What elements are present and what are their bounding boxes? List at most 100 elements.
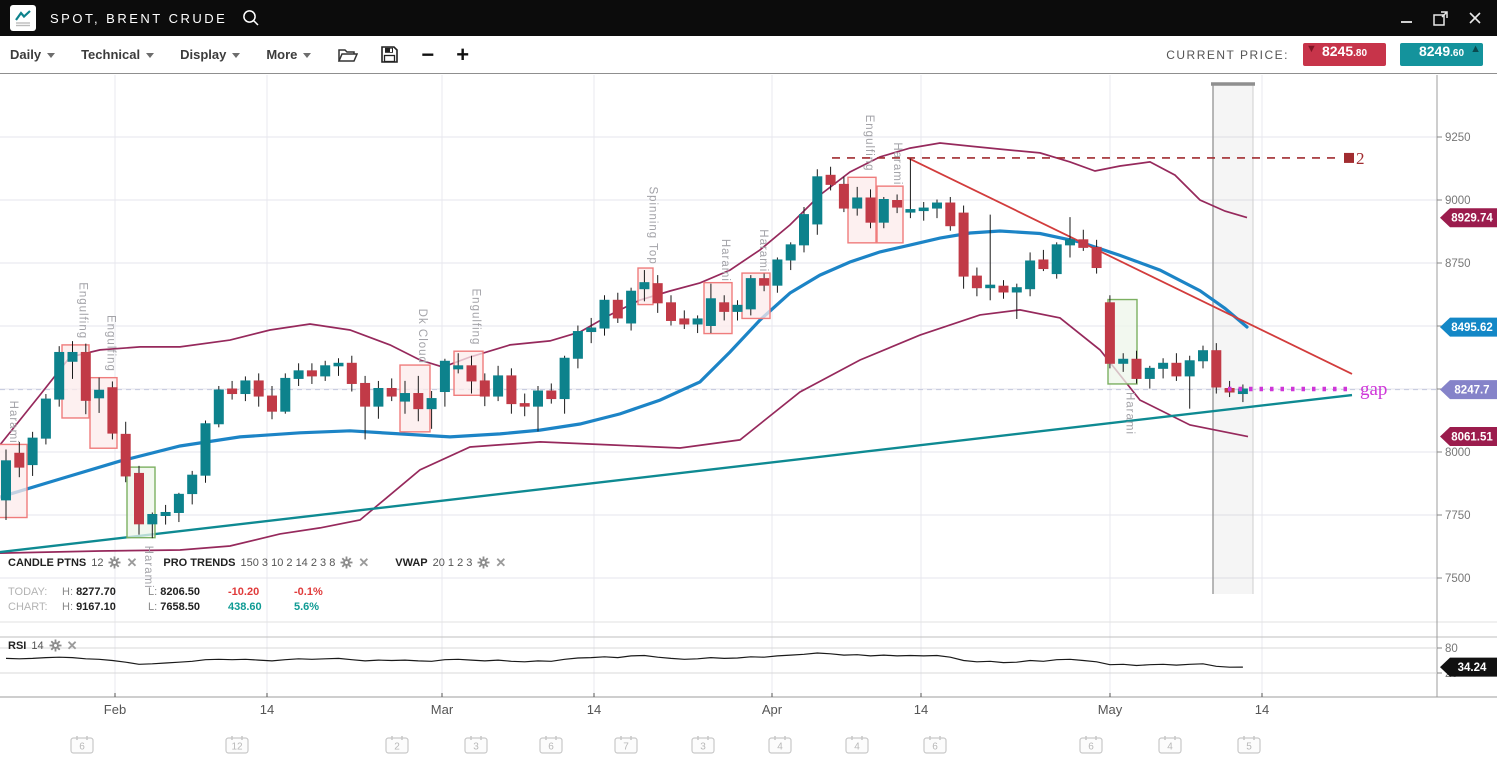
candle-body-bear[interactable] <box>14 452 25 468</box>
candle-body-bear[interactable] <box>120 433 131 477</box>
candle-body-bear[interactable] <box>386 387 397 397</box>
close-study-icon[interactable]: ✕ <box>358 555 370 570</box>
candle-body-bull[interactable] <box>94 389 105 399</box>
close-study-icon[interactable]: ✕ <box>495 555 507 570</box>
calendar-icon[interactable] <box>225 737 249 754</box>
calendar-icon[interactable] <box>923 737 947 754</box>
candle-body-bull[interactable] <box>812 176 823 225</box>
calendar-icon[interactable] <box>691 737 715 754</box>
calendar-icon[interactable] <box>385 737 409 754</box>
zoom-in-button[interactable]: + <box>456 41 470 67</box>
candle-body-bear[interactable] <box>479 380 490 397</box>
candle-body-bull[interactable] <box>453 365 464 370</box>
candle-body-bull[interactable] <box>572 331 583 359</box>
candle-body-bull[interactable] <box>147 513 158 525</box>
candle-body-bull[interactable] <box>799 214 809 246</box>
candle-body-bear[interactable] <box>825 174 836 185</box>
open-folder-icon[interactable] <box>337 46 359 64</box>
candle-body-bull[interactable] <box>400 393 410 402</box>
candle-body-bull[interactable] <box>173 493 184 513</box>
candle-body-bear[interactable] <box>1038 259 1049 270</box>
candle-body-bull[interactable] <box>852 197 863 209</box>
candle-body-bull[interactable] <box>705 298 716 326</box>
candle-body-bull[interactable] <box>293 370 304 379</box>
candle-body-bear[interactable] <box>945 202 956 227</box>
candle-body-bull[interactable] <box>1065 239 1075 246</box>
gear-icon[interactable] <box>49 639 62 652</box>
candle-body-bear[interactable] <box>1131 358 1142 379</box>
candle-body-bull[interactable] <box>40 398 51 439</box>
candle-body-bull[interactable] <box>1237 388 1248 395</box>
candle-body-bull[interactable] <box>1184 360 1195 377</box>
candle-body-bear[interactable] <box>719 302 730 312</box>
candle-body-bull[interactable] <box>639 282 650 290</box>
candle-body-bull[interactable] <box>426 398 437 410</box>
target-marker-square[interactable] <box>1344 152 1354 163</box>
candle-body-bull[interactable] <box>772 259 783 286</box>
calendar-icon[interactable] <box>539 737 563 754</box>
candle-body-bear[interactable] <box>466 365 477 382</box>
candle-body-bear[interactable] <box>80 351 91 401</box>
candle-body-bear[interactable] <box>360 382 371 407</box>
candle-body-bull[interactable] <box>1051 244 1062 275</box>
candle-body-bull[interactable] <box>54 351 65 400</box>
gear-icon[interactable] <box>340 556 353 569</box>
candle-body-bull[interactable] <box>586 327 597 333</box>
gear-icon[interactable] <box>477 556 490 569</box>
candle-body-bear[interactable] <box>506 375 517 405</box>
candle-body-bear[interactable] <box>958 212 969 277</box>
calendar-icon[interactable] <box>1237 737 1261 754</box>
candle-body-bull[interactable] <box>918 207 929 212</box>
candle-body-bear[interactable] <box>519 403 530 407</box>
candle-body-bull[interactable] <box>1 460 11 501</box>
calendar-icon[interactable] <box>768 737 792 754</box>
candle-body-bull[interactable] <box>1158 362 1169 369</box>
candle-body-bull[interactable] <box>559 357 570 400</box>
candle-body-bull[interactable] <box>333 362 344 367</box>
calendar-icon[interactable] <box>1079 737 1103 754</box>
candle-body-bull[interactable] <box>599 299 610 329</box>
calendar-icon[interactable] <box>845 737 869 754</box>
candle-body-bull[interactable] <box>280 377 291 412</box>
menu-more[interactable]: More <box>266 47 312 62</box>
projection-region[interactable] <box>1213 84 1253 594</box>
candle-body-bull[interactable] <box>200 423 211 476</box>
search-icon[interactable] <box>241 8 261 28</box>
candle-body-bear[interactable] <box>253 380 264 397</box>
candle-body-bull[interactable] <box>985 284 996 289</box>
candle-body-bear[interactable] <box>1171 362 1182 377</box>
menu-display[interactable]: Display <box>180 47 241 62</box>
candle-body-bull[interactable] <box>692 318 703 325</box>
candle-body-bull[interactable] <box>27 437 38 466</box>
candle-body-bear[interactable] <box>759 278 770 286</box>
menu-daily[interactable]: Daily <box>10 47 56 62</box>
candle-body-bear[interactable] <box>971 275 982 289</box>
candle-body-bull[interactable] <box>905 209 916 213</box>
candle-body-bull[interactable] <box>1144 367 1155 379</box>
candle-body-bear[interactable] <box>227 388 238 395</box>
candle-body-bear[interactable] <box>679 318 690 325</box>
popout-window-button[interactable] <box>1432 8 1449 28</box>
gear-icon[interactable] <box>108 556 121 569</box>
resistance-trendline[interactable] <box>907 157 1353 375</box>
candle-body-bull[interactable] <box>373 387 384 407</box>
candle-body-bull[interactable] <box>785 244 796 261</box>
candle-body-bear[interactable] <box>346 362 357 384</box>
candle-body-bear[interactable] <box>413 393 424 410</box>
candle-body-bull[interactable] <box>533 390 543 407</box>
menu-technical[interactable]: Technical <box>81 47 155 62</box>
candle-body-bull[interactable] <box>320 365 331 377</box>
candle-body-bear[interactable] <box>546 390 557 400</box>
candle-body-bear[interactable] <box>107 387 118 434</box>
candle-body-bull[interactable] <box>160 511 171 517</box>
candle-body-bear[interactable] <box>1211 350 1222 388</box>
close-study-icon[interactable]: ✕ <box>126 555 138 570</box>
candle-body-bull[interactable] <box>745 278 756 310</box>
candle-body-bull[interactable] <box>1025 260 1036 290</box>
zoom-out-button[interactable]: − <box>421 41 435 67</box>
calendar-icon[interactable] <box>464 737 488 754</box>
calendar-icon[interactable] <box>614 737 638 754</box>
candle-body-bull[interactable] <box>67 351 78 362</box>
support-trendline[interactable] <box>0 393 1353 554</box>
save-icon[interactable] <box>380 45 399 64</box>
